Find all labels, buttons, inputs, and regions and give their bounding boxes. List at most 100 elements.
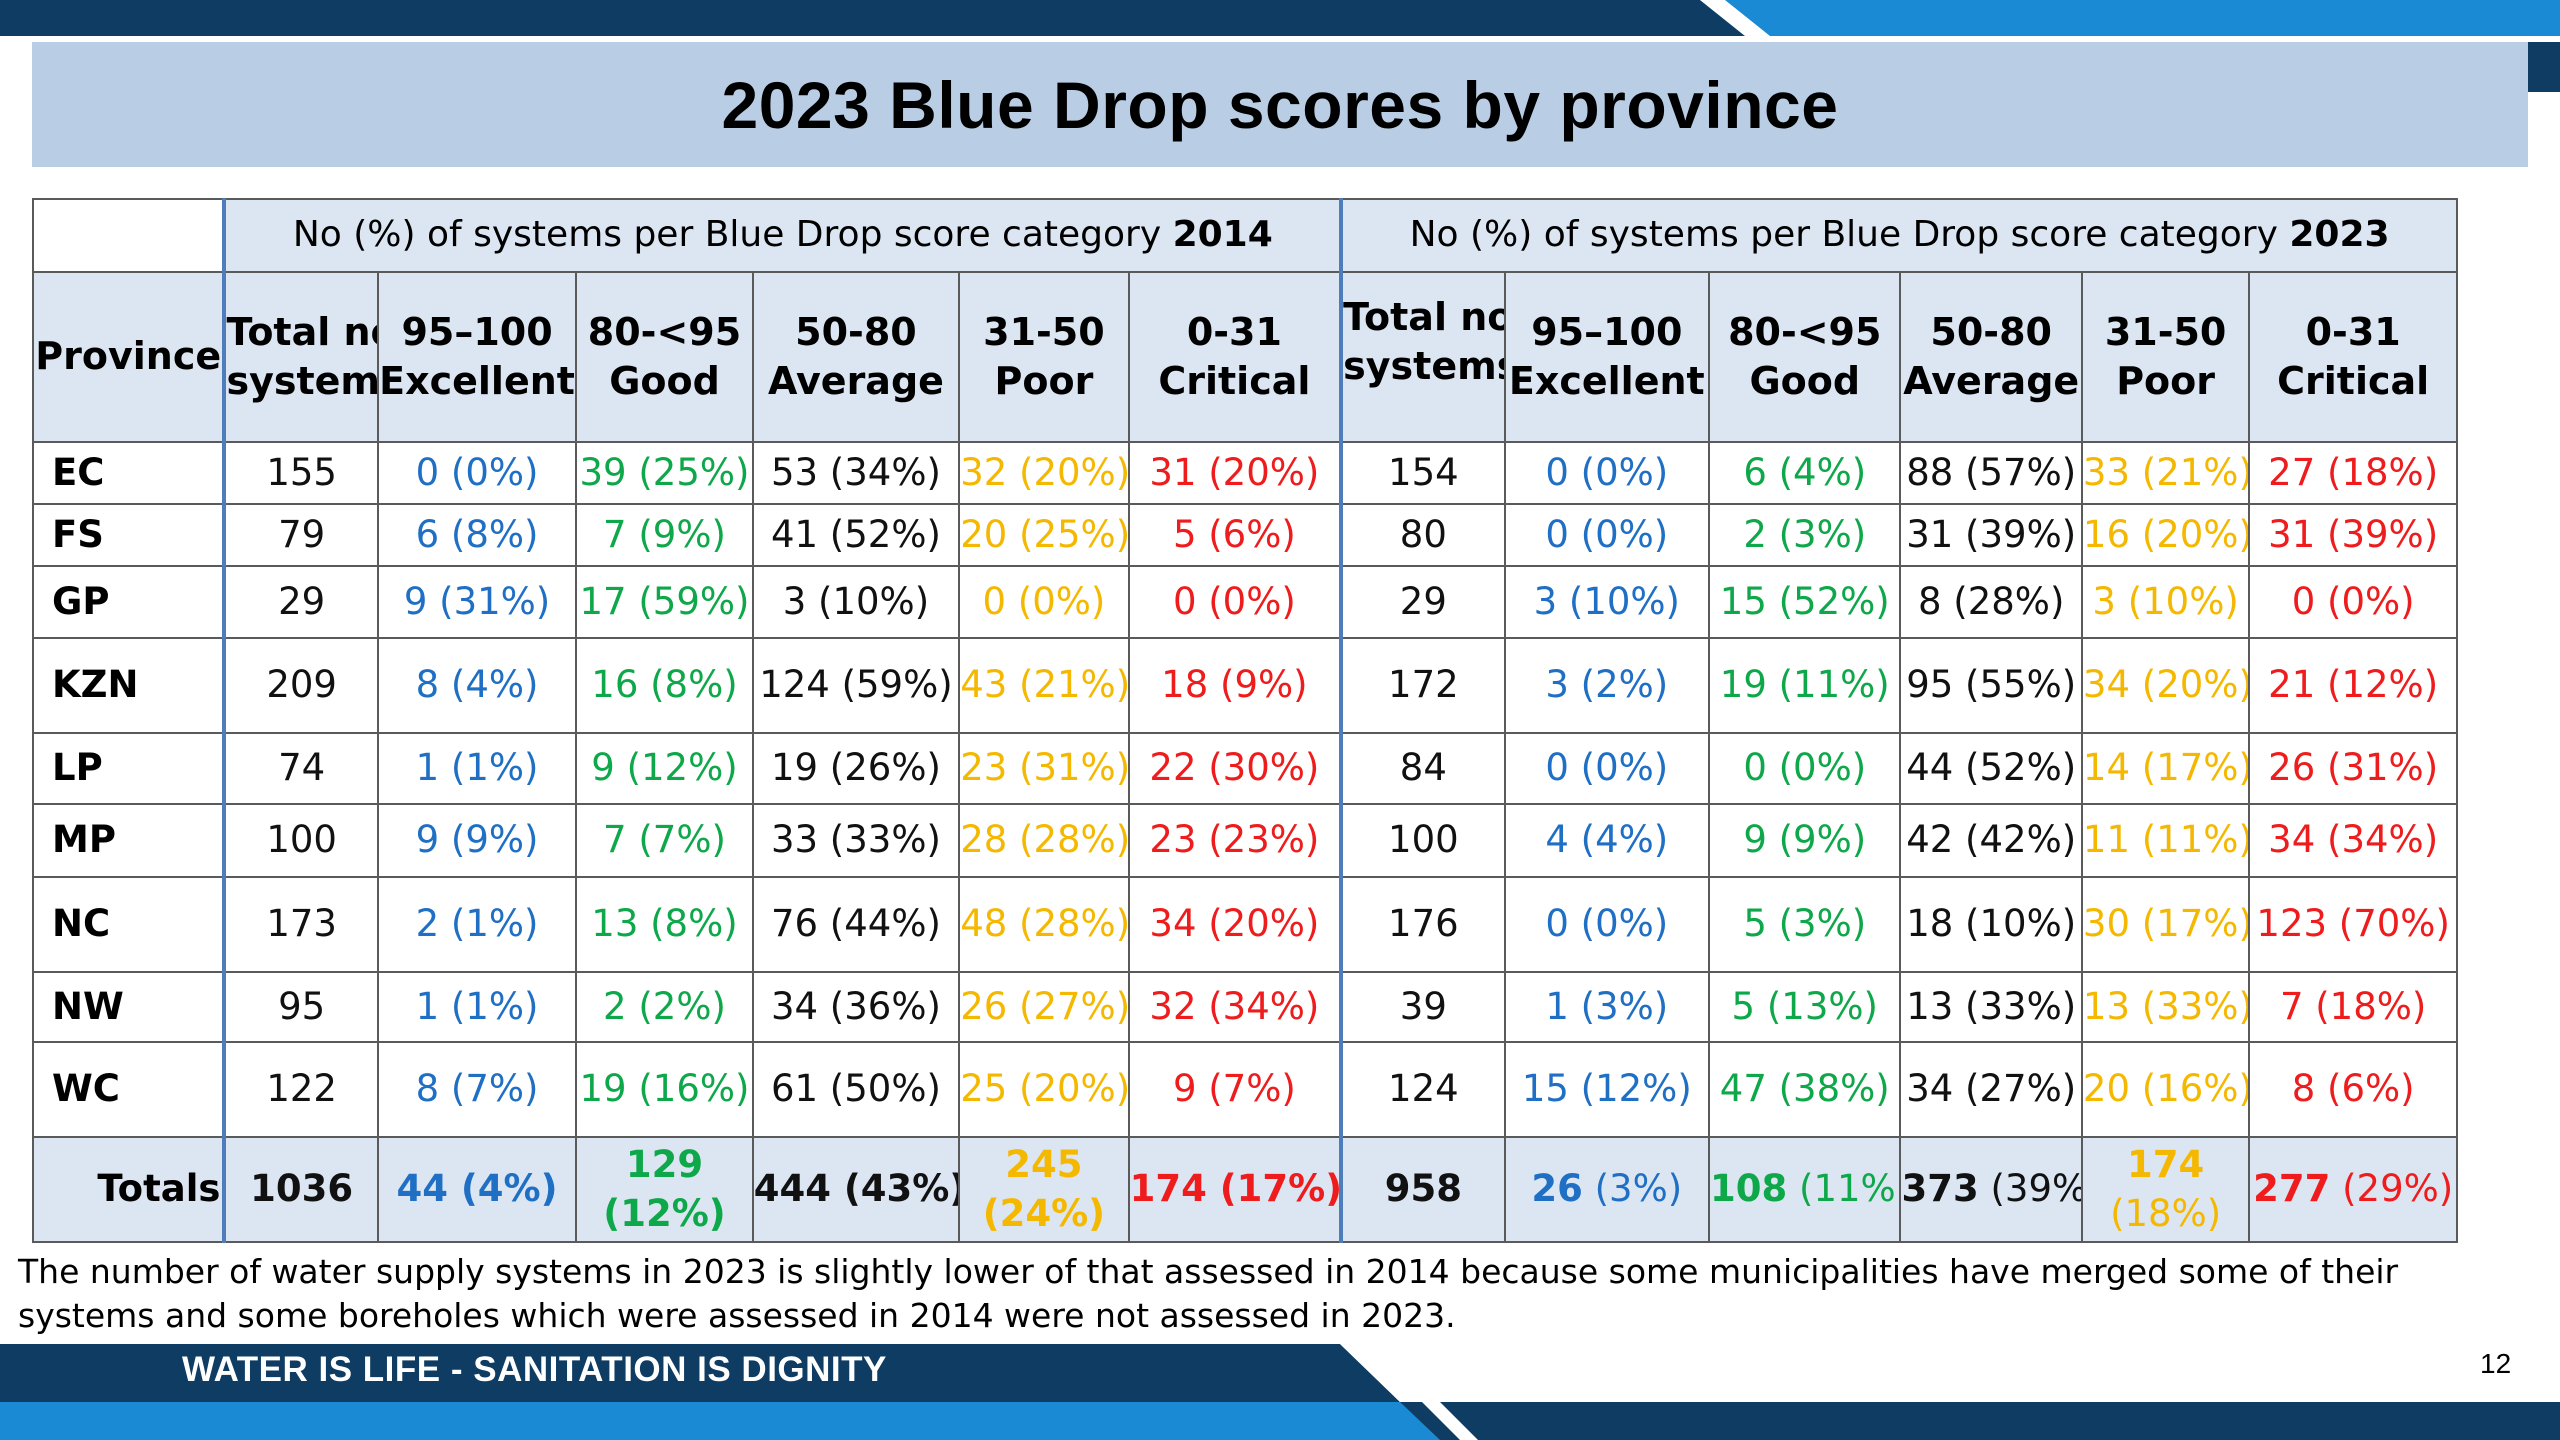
col-header-total-2023: Total no systems bbox=[1339, 271, 1506, 443]
table-row: KZN 209 8 (4%) 16 (8%) 124 (59%) 43 (21%… bbox=[31, 637, 2458, 734]
cell-total-2014: 79 bbox=[222, 503, 379, 567]
province-cell: MP bbox=[31, 803, 226, 878]
totals-excellent-2023: 26 (3%) bbox=[1503, 1136, 1711, 1243]
totals-total-2014: 1036 bbox=[222, 1136, 379, 1243]
cell-poor-2014: 43 (21%) bbox=[958, 637, 1130, 734]
cell-excellent-2023: 15 (12%) bbox=[1503, 1041, 1711, 1138]
cell-good-2014: 19 (16%) bbox=[575, 1041, 754, 1138]
cell-excellent-2023: 0 (0%) bbox=[1503, 732, 1711, 805]
totals-average-2023: 373 (39%) bbox=[1899, 1136, 2083, 1243]
totals-good-2023: 108 (11%) bbox=[1708, 1136, 1902, 1243]
cell-poor-2023: 14 (17%) bbox=[2080, 732, 2251, 805]
group-header-2014: No (%) of systems per Blue Drop score ca… bbox=[222, 198, 1343, 273]
totals-poor-2023: 174 (18%) bbox=[2080, 1136, 2251, 1243]
cell-critical-2014: 9 (7%) bbox=[1127, 1041, 1343, 1138]
right-edge-tab bbox=[2528, 42, 2560, 92]
cell-critical-2014: 22 (30%) bbox=[1127, 732, 1343, 805]
cell-critical-2023: 27 (18%) bbox=[2248, 441, 2458, 505]
cell-total-2023: 154 bbox=[1339, 441, 1506, 505]
table-row: LP 74 1 (1%) 9 (12%) 19 (26%) 23 (31%) 2… bbox=[31, 732, 2458, 805]
totals-total-2023: 958 bbox=[1339, 1136, 1506, 1243]
totals-label: Totals bbox=[31, 1136, 226, 1243]
cell-poor-2014: 20 (25%) bbox=[958, 503, 1130, 567]
cell-total-2023: 100 bbox=[1339, 803, 1506, 878]
footnote-text: The number of water supply systems in 20… bbox=[18, 1252, 2399, 1335]
cell-good-2023: 5 (3%) bbox=[1708, 876, 1902, 973]
cell-good-2014: 9 (12%) bbox=[575, 732, 754, 805]
province-cell: EC bbox=[31, 441, 226, 505]
cell-average-2023: 44 (52%) bbox=[1899, 732, 2083, 805]
cell-poor-2014: 26 (27%) bbox=[958, 971, 1130, 1043]
cell-average-2014: 41 (52%) bbox=[751, 503, 961, 567]
col-header-excellent-2023: 95–100 Excellent bbox=[1503, 271, 1711, 443]
cell-total-2023: 124 bbox=[1339, 1041, 1506, 1138]
cell-average-2014: 53 (34%) bbox=[751, 441, 961, 505]
table-row: NC 173 2 (1%) 13 (8%) 76 (44%) 48 (28%) … bbox=[31, 876, 2458, 973]
totals-critical-2014: 174 (17%) bbox=[1127, 1136, 1343, 1243]
cell-poor-2023: 3 (10%) bbox=[2080, 565, 2251, 639]
province-cell: KZN bbox=[31, 637, 226, 734]
col-header-poor-2014: 31-50 Poor bbox=[958, 271, 1130, 443]
totals-average-2014: 444 (43%) bbox=[751, 1136, 961, 1243]
cell-total-2014: 95 bbox=[222, 971, 379, 1043]
cell-excellent-2023: 1 (3%) bbox=[1503, 971, 1711, 1043]
cell-good-2014: 13 (8%) bbox=[575, 876, 754, 973]
cell-critical-2023: 7 (18%) bbox=[2248, 971, 2458, 1043]
cell-critical-2023: 123 (70%) bbox=[2248, 876, 2458, 973]
province-cell: NW bbox=[31, 971, 226, 1043]
cell-good-2023: 5 (13%) bbox=[1708, 971, 1902, 1043]
table-row: MP 100 9 (9%) 7 (7%) 33 (33%) 28 (28%) 2… bbox=[31, 803, 2458, 878]
cell-excellent-2014: 1 (1%) bbox=[376, 732, 578, 805]
table-row: FS 79 6 (8%) 7 (9%) 41 (52%) 20 (25%) 5 … bbox=[31, 503, 2458, 567]
table-row: GP 29 9 (31%) 17 (59%) 3 (10%) 0 (0%) 0 … bbox=[31, 565, 2458, 639]
bottom-decorative-band bbox=[0, 1344, 2560, 1440]
cell-average-2023: 34 (27%) bbox=[1899, 1041, 2083, 1138]
cell-excellent-2023: 4 (4%) bbox=[1503, 803, 1711, 878]
group-header-row: No (%) of systems per Blue Drop score ca… bbox=[31, 198, 2458, 273]
col-header-average-2014: 50-80 Average bbox=[751, 271, 961, 443]
cell-good-2023: 0 (0%) bbox=[1708, 732, 1902, 805]
cell-average-2014: 124 (59%) bbox=[751, 637, 961, 734]
cell-good-2014: 7 (9%) bbox=[575, 503, 754, 567]
cell-excellent-2023: 3 (2%) bbox=[1503, 637, 1711, 734]
totals-row: Totals 1036 44 (4%) 129 (12%) 444 (43%) 2… bbox=[31, 1136, 2458, 1243]
cell-poor-2014: 48 (28%) bbox=[958, 876, 1130, 973]
page-title: 2023 Blue Drop scores by province bbox=[721, 67, 1839, 142]
cell-good-2014: 7 (7%) bbox=[575, 803, 754, 878]
title-banner: 2023 Blue Drop scores by province bbox=[32, 42, 2528, 167]
group-header-2023: No (%) of systems per Blue Drop score ca… bbox=[1339, 198, 2458, 273]
table-row: WC 122 8 (7%) 19 (16%) 61 (50%) 25 (20%)… bbox=[31, 1041, 2458, 1138]
cell-total-2023: 29 bbox=[1339, 565, 1506, 639]
cell-total-2023: 172 bbox=[1339, 637, 1506, 734]
totals-good-2014: 129 (12%) bbox=[575, 1136, 754, 1243]
cell-average-2014: 19 (26%) bbox=[751, 732, 961, 805]
col-header-good-2023: 80-<95 Good bbox=[1708, 271, 1902, 443]
cell-critical-2023: 21 (12%) bbox=[2248, 637, 2458, 734]
cell-total-2023: 84 bbox=[1339, 732, 1506, 805]
cell-total-2014: 29 bbox=[222, 565, 379, 639]
totals-excellent-2014: 44 (4%) bbox=[376, 1136, 578, 1243]
province-cell: WC bbox=[31, 1041, 226, 1138]
corner-cell bbox=[31, 198, 226, 273]
cell-average-2023: 42 (42%) bbox=[1899, 803, 2083, 878]
cell-good-2014: 17 (59%) bbox=[575, 565, 754, 639]
cell-good-2014: 39 (25%) bbox=[575, 441, 754, 505]
cell-critical-2014: 23 (23%) bbox=[1127, 803, 1343, 878]
col-header-average-2023: 50-80 Average bbox=[1899, 271, 2083, 443]
cell-average-2014: 76 (44%) bbox=[751, 876, 961, 973]
cell-total-2023: 176 bbox=[1339, 876, 1506, 973]
cell-critical-2023: 0 (0%) bbox=[2248, 565, 2458, 639]
cell-excellent-2014: 9 (9%) bbox=[376, 803, 578, 878]
cell-total-2014: 155 bbox=[222, 441, 379, 505]
cell-average-2023: 13 (33%) bbox=[1899, 971, 2083, 1043]
cell-total-2014: 122 bbox=[222, 1041, 379, 1138]
page-number: 12 bbox=[2480, 1348, 2512, 1379]
cell-total-2014: 209 bbox=[222, 637, 379, 734]
cell-excellent-2023: 3 (10%) bbox=[1503, 565, 1711, 639]
cell-average-2023: 31 (39%) bbox=[1899, 503, 2083, 567]
cell-average-2023: 8 (28%) bbox=[1899, 565, 2083, 639]
blue-drop-scores-table: No (%) of systems per Blue Drop score ca… bbox=[31, 198, 2458, 1243]
cell-excellent-2023: 0 (0%) bbox=[1503, 876, 1711, 973]
cell-good-2023: 6 (4%) bbox=[1708, 441, 1902, 505]
